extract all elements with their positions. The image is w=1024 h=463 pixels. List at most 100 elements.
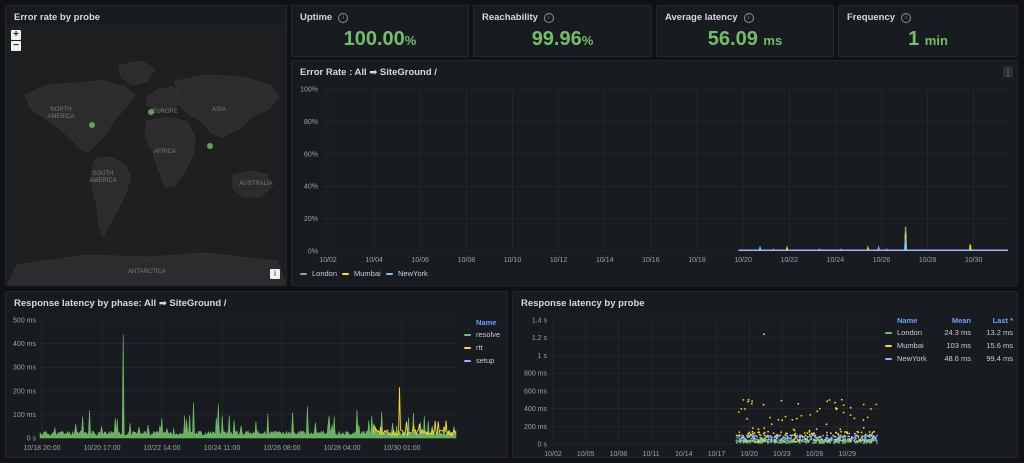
point-mumbai — [770, 423, 773, 425]
point-mumbai — [840, 430, 842, 433]
x-tick-label: 10/14 — [596, 257, 614, 264]
probe-marker-london[interactable] — [148, 109, 154, 115]
point-london — [772, 440, 774, 443]
point-mumbai — [740, 408, 743, 410]
point-mumbai — [816, 410, 819, 413]
map-label-australia: AUSTRALIA — [239, 181, 272, 187]
probe-marker-newyork[interactable] — [89, 122, 95, 128]
x-tick-label: 10/24 11:00 — [204, 445, 241, 452]
info-icon[interactable]: i — [338, 13, 349, 23]
point-london — [838, 441, 841, 443]
point-mumbai — [746, 418, 748, 420]
point-newyork — [811, 434, 814, 437]
legend-london[interactable]: London — [300, 269, 337, 278]
point-newyork — [742, 436, 745, 439]
legend-header-name[interactable]: Name — [897, 316, 918, 325]
point-london — [742, 441, 745, 444]
point-mumbai — [784, 434, 787, 437]
point-mumbai — [794, 432, 797, 435]
point-newyork — [741, 436, 743, 439]
point-newyork — [767, 434, 770, 437]
point-newyork — [796, 439, 799, 441]
point-london — [798, 441, 801, 444]
point-newyork — [782, 437, 784, 440]
x-tick-label: 10/08 — [610, 451, 628, 458]
point-newyork — [773, 436, 776, 439]
point-mumbai — [849, 406, 852, 409]
point-mumbai — [826, 431, 828, 434]
zoom-in-button[interactable]: + — [11, 30, 21, 40]
x-tick-label: 10/14 — [675, 451, 693, 458]
probe-latency-chart[interactable]: 1.4 s 1.2 s 1 s 800 ms 600 ms 400 ms 200 ms 0 s… — [513, 310, 883, 458]
map-label-antarctica: ANTARCTICA — [128, 269, 166, 275]
point-mumbai — [781, 419, 784, 422]
x-tick-label: 10/20 — [740, 451, 758, 458]
point-mumbai — [856, 430, 859, 433]
point-mumbai — [806, 436, 809, 438]
info-icon[interactable]: i — [743, 13, 754, 23]
map-info-button[interactable]: i — [270, 269, 280, 279]
point-newyork — [847, 438, 849, 441]
phase-latency-chart[interactable]: 500 ms 400 ms 300 ms 200 ms 100 ms 0 s 10/18 2… — [6, 310, 461, 458]
legend-header-name[interactable]: Name — [476, 318, 497, 327]
point-mumbai — [868, 431, 871, 433]
point-london — [846, 440, 849, 443]
point-mumbai — [737, 411, 740, 413]
point-mumbai — [747, 432, 750, 435]
point-newyork — [795, 436, 798, 439]
world-map[interactable]: NORTH AMERICA EUROPE ASIA AFRICA SOUTH AME… — [7, 25, 287, 286]
point-newyork — [831, 437, 833, 440]
legend-rtt[interactable]: rtt — [464, 343, 483, 352]
legend-setup[interactable]: setup — [464, 356, 494, 365]
info-icon[interactable]: i — [901, 13, 912, 23]
error-rate-chart[interactable]: 100% 80% 60% 40% 20% 0%10/02 10/04 10/06 10/08 10… — [292, 79, 1017, 269]
point-newyork — [818, 436, 821, 438]
point-mumbai — [808, 433, 811, 436]
legend-header-last[interactable]: Last * — [992, 316, 1013, 325]
panel-menu-icon[interactable]: ⋮ — [1003, 66, 1013, 78]
point-newyork — [842, 438, 845, 441]
point-mumbai — [747, 400, 749, 403]
point-mumbai — [777, 418, 780, 421]
point-newyork — [756, 436, 758, 438]
legend-row-newyork[interactable]: NewYork 48.6 ms 99.4 ms — [885, 354, 1015, 367]
point-newyork — [827, 438, 830, 441]
x-tick-label: 10/26 — [806, 451, 824, 458]
point-mumbai — [875, 403, 878, 406]
probe-marker-mumbai[interactable] — [207, 143, 213, 149]
point-newyork — [845, 440, 847, 442]
point-newyork — [764, 434, 766, 437]
zoom-out-button[interactable]: − — [11, 41, 21, 51]
point-newyork — [863, 434, 866, 437]
point-newyork — [840, 436, 842, 438]
point-mumbai — [742, 399, 745, 401]
legend-row-london[interactable]: London 24.3 ms 13.2 ms — [885, 328, 1015, 341]
point-mumbai — [866, 416, 869, 419]
point-newyork — [791, 439, 794, 442]
info-icon[interactable]: i — [543, 13, 554, 23]
point-newyork — [814, 434, 817, 437]
point-newyork — [824, 439, 827, 442]
point-mumbai — [825, 423, 828, 426]
point-newyork — [759, 434, 762, 437]
point-newyork — [799, 436, 802, 438]
x-tick-label: 10/02 — [319, 257, 337, 264]
point-mumbai — [762, 403, 765, 406]
point-newyork — [794, 437, 797, 439]
legend-row-mumbai[interactable]: Mumbai 103 ms 15.6 ms — [885, 341, 1015, 354]
legend-newyork[interactable]: NewYork — [386, 269, 428, 278]
point-mumbai — [753, 432, 756, 434]
point-mumbai — [786, 432, 788, 435]
point-mumbai — [735, 434, 738, 437]
legend-resolve[interactable]: resolve — [464, 330, 500, 339]
y-tick-label: 0 s — [538, 442, 548, 449]
y-tick-label: 1 s — [538, 353, 548, 360]
legend-header-mean[interactable]: Mean — [951, 316, 971, 325]
x-tick-label: 10/12 — [550, 257, 568, 264]
x-tick-label: 10/10 — [504, 257, 522, 264]
point-london — [781, 441, 784, 444]
y-tick-label: 80% — [304, 119, 318, 126]
point-newyork — [836, 439, 839, 442]
legend-mumbai[interactable]: Mumbai — [342, 269, 381, 278]
point-newyork — [752, 434, 755, 436]
